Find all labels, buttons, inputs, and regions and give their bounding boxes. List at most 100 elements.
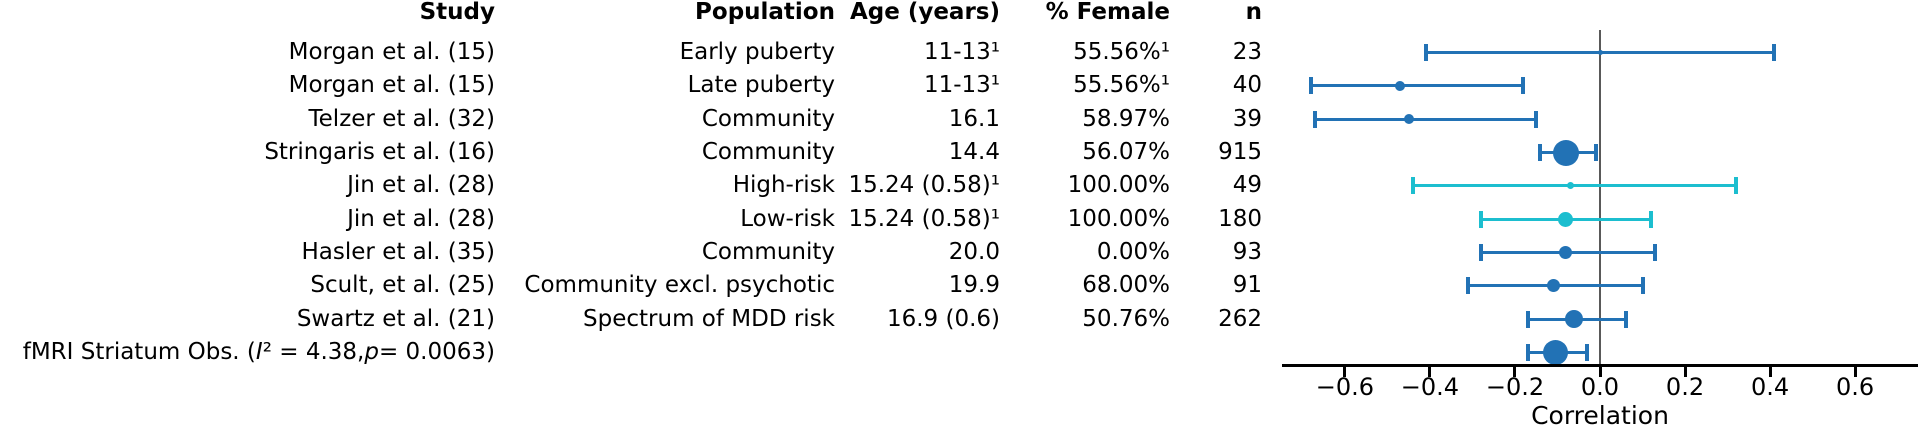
- x-axis-tick: [1513, 366, 1517, 377]
- estimate-marker: [1559, 245, 1573, 259]
- table-row-female: 68.00%: [1082, 272, 1170, 299]
- table-row-age: 15.24 (0.58)¹: [848, 172, 1000, 199]
- ci-cap-left: [1466, 277, 1471, 295]
- x-axis-tick: [1598, 366, 1602, 377]
- table-row-population: High-risk: [732, 172, 835, 199]
- table-row-age: 20.0: [948, 238, 1000, 265]
- estimate-marker: [1552, 139, 1579, 166]
- estimate-marker: [1546, 279, 1560, 293]
- table-row-age: 11-13¹: [923, 39, 1000, 66]
- summary-label-italic-part: I: [255, 338, 263, 365]
- ci-cap-left: [1313, 110, 1318, 128]
- summary-label-part: = 0.0063): [378, 338, 495, 365]
- table-row-female: 100.00%: [1067, 172, 1170, 199]
- column-header-population: Population: [695, 0, 835, 25]
- table-row-n: 39: [1232, 105, 1262, 132]
- table-row-age: 11-13¹: [923, 72, 1000, 99]
- ci-line: [1310, 84, 1524, 88]
- ci-cap-right: [1585, 343, 1590, 361]
- table-row-population: Community: [701, 238, 835, 265]
- ci-cap-right: [1534, 110, 1539, 128]
- table-row-study-label: Morgan et al. (15): [288, 39, 495, 66]
- table-row-n: 262: [1218, 305, 1262, 332]
- ci-cap-right: [1734, 177, 1739, 195]
- table-row-population: Low-risk: [740, 205, 835, 232]
- ci-cap-right: [1521, 77, 1526, 95]
- table-row-n: 915: [1218, 139, 1262, 166]
- table-row-n: 91: [1232, 272, 1262, 299]
- table-row-study-label: Stringaris et al. (16): [264, 139, 495, 166]
- table-row-age: 19.9: [948, 272, 1000, 299]
- x-axis-tick: [1853, 366, 1857, 377]
- ci-cap-right: [1593, 144, 1598, 162]
- column-header-study: Study: [419, 0, 495, 25]
- table-row-study-label: Morgan et al. (15): [288, 72, 495, 99]
- x-axis-tick-label: 0.4: [1750, 373, 1790, 401]
- table-row-study-label: Hasler et al. (35): [301, 238, 495, 265]
- column-header-age: Age (years): [849, 0, 1000, 25]
- estimate-marker: [1558, 211, 1574, 227]
- ci-cap-right: [1640, 277, 1645, 295]
- zero-reference-line: [1599, 30, 1601, 365]
- estimate-marker: [1395, 80, 1406, 91]
- table-row-population: Early puberty: [679, 39, 835, 66]
- ci-cap-left: [1478, 243, 1483, 261]
- x-axis-title: Correlation: [1531, 401, 1669, 430]
- table-row-female: 100.00%: [1067, 205, 1170, 232]
- ci-cap-right: [1772, 44, 1777, 62]
- table-row-female: 0.00%: [1096, 238, 1170, 265]
- x-axis-tick: [1768, 366, 1772, 377]
- ci-cap-left: [1423, 44, 1428, 62]
- x-axis-tick-label: −0.4: [1400, 373, 1460, 401]
- ci-cap-left: [1538, 144, 1543, 162]
- table-row-study-label: Telzer et al. (32): [308, 105, 495, 132]
- column-header-n: n: [1245, 0, 1262, 25]
- table-row-study-label: Swartz et al. (21): [296, 305, 495, 332]
- ci-line: [1412, 184, 1737, 188]
- x-axis-tick-label: 0.2: [1665, 373, 1705, 401]
- ci-line: [1315, 117, 1537, 121]
- x-axis-tick-label: −0.2: [1485, 373, 1545, 401]
- table-row-population: Community excl. psychotic: [524, 272, 835, 299]
- table-row-population: Late puberty: [687, 72, 835, 99]
- x-axis-tick: [1683, 366, 1687, 377]
- table-row-female: 56.07%: [1082, 139, 1170, 166]
- table-row-population: Community: [701, 139, 835, 166]
- ci-cap-right: [1623, 310, 1628, 328]
- table-row-age: 16.9 (0.6): [886, 305, 1000, 332]
- table-row-n: 93: [1232, 238, 1262, 265]
- ci-cap-left: [1308, 77, 1313, 95]
- table-row-population: Spectrum of MDD risk: [583, 305, 835, 332]
- table-row-female: 55.56%¹: [1073, 39, 1170, 66]
- x-axis-tick-label: 0.0: [1580, 373, 1620, 401]
- ci-cap-right: [1649, 210, 1654, 228]
- estimate-marker: [1597, 50, 1603, 56]
- table-row-study-label: Jin et al. (28): [347, 172, 495, 199]
- table-row-female: 58.97%: [1082, 105, 1170, 132]
- table-row-female: 50.76%: [1082, 305, 1170, 332]
- table-row-n: 23: [1232, 39, 1262, 66]
- ci-cap-left: [1410, 177, 1415, 195]
- table-row-female: 55.56%¹: [1073, 72, 1170, 99]
- table-row-study-label: Scult, et al. (25): [310, 272, 495, 299]
- table-row-age: 16.1: [948, 105, 1000, 132]
- table-row-n: 49: [1232, 172, 1262, 199]
- estimate-marker: [1403, 114, 1414, 125]
- summary-label-part: ² = 4.38,: [262, 338, 365, 365]
- ci-cap-left: [1478, 210, 1483, 228]
- estimate-marker: [1542, 339, 1568, 365]
- ci-cap-left: [1525, 343, 1530, 361]
- table-row-study-label: Jin et al. (28): [347, 205, 495, 232]
- x-axis-tick: [1428, 366, 1432, 377]
- table-row-age: 14.4: [948, 139, 1000, 166]
- summary-label-part: fMRI Striatum Obs. (: [22, 338, 256, 365]
- estimate-marker: [1566, 182, 1574, 190]
- estimate-marker: [1565, 310, 1584, 329]
- table-row-n: 40: [1232, 72, 1262, 99]
- column-header-female: % Female: [1045, 0, 1170, 25]
- x-axis-tick-label: 0.6: [1835, 373, 1875, 401]
- study-table: Study Population Age (years) % Female n …: [22, 0, 1262, 365]
- ci-cap-right: [1653, 243, 1658, 261]
